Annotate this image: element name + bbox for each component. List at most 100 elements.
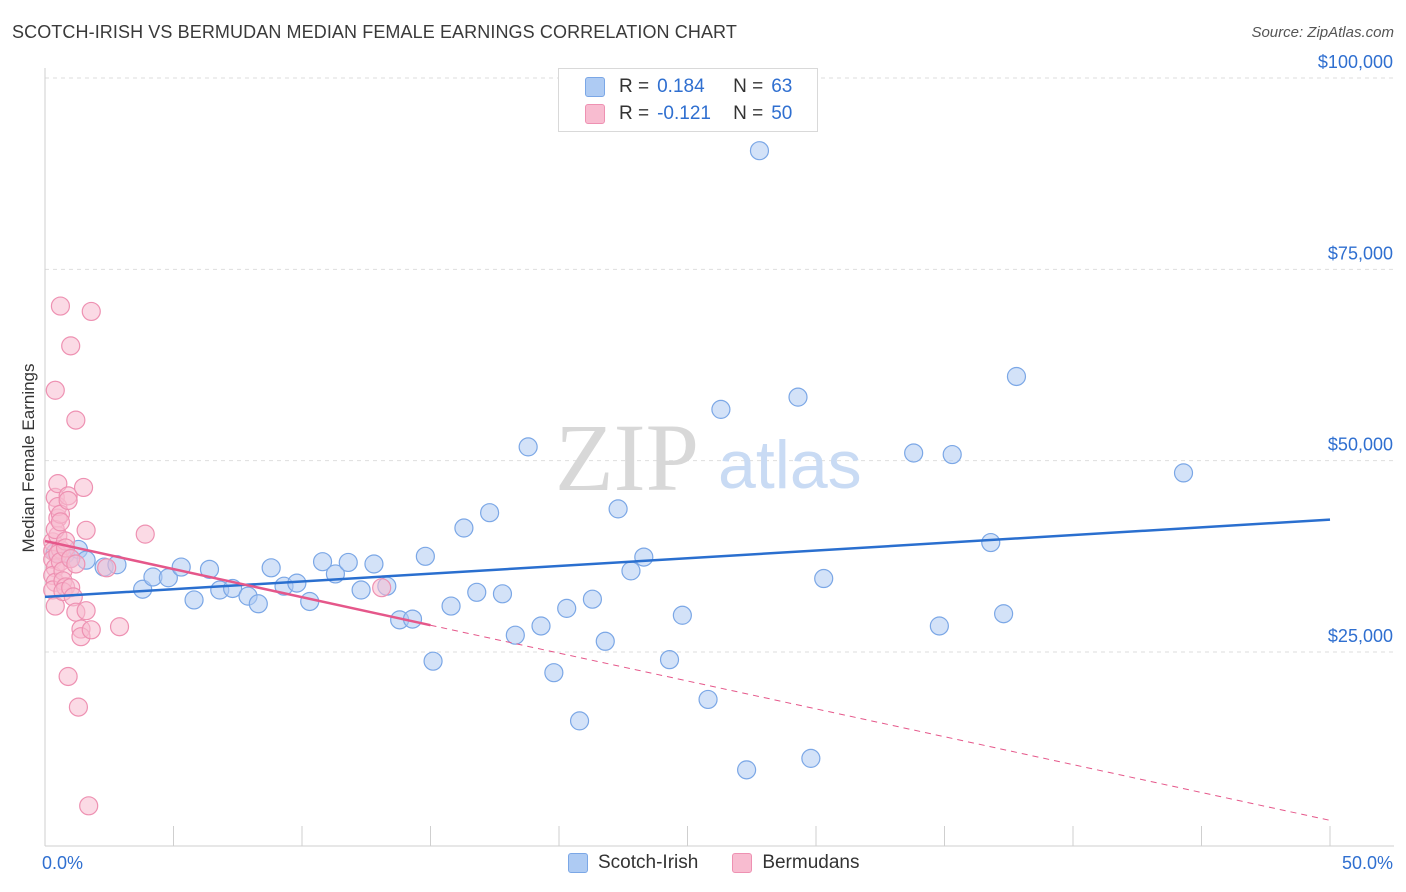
scotch-irish-point	[582, 589, 603, 609]
bermudans-trend-extension	[430, 624, 1331, 821]
scotch-irish-point	[184, 590, 204, 610]
bermudans-point	[66, 554, 86, 574]
bermudans-point	[50, 296, 71, 316]
legend-row-bermudans: R = -0.121 N = 50	[585, 102, 792, 126]
source-label: Source: ZipAtlas.com	[1251, 24, 1394, 41]
scotch-irish-point	[929, 616, 949, 636]
scotch-irish-point	[711, 399, 731, 419]
bermudans-point	[109, 617, 130, 637]
legend-item-bermudans[interactable]: Bermudans	[732, 852, 859, 874]
bermudans-point	[73, 477, 94, 498]
bermudans-point	[68, 697, 89, 717]
scotch-irish-point	[1006, 366, 1027, 387]
legend-swatch-pink	[585, 104, 605, 124]
r-label: R =	[619, 103, 650, 124]
scotch-irish-point	[569, 711, 590, 731]
scotch-irish-point	[788, 387, 808, 407]
r-value: -0.121	[657, 103, 711, 124]
scotch-irish-point	[467, 582, 487, 602]
legend-swatch-blue	[585, 77, 605, 97]
n-value: 63	[771, 76, 793, 97]
scotch-irish-point	[904, 443, 924, 463]
y-axis-label: Median Female Earnings	[19, 364, 38, 553]
scotch-irish-point	[364, 554, 384, 574]
scotch-irish-point	[942, 444, 962, 465]
bermudans-point	[81, 620, 101, 640]
scotch-irish-point	[801, 748, 821, 768]
x-tick-label: 50.0%	[1342, 853, 1393, 873]
scotch-irish-point	[544, 663, 564, 683]
scotch-irish-point	[312, 552, 333, 572]
scotch-irish-point	[595, 631, 615, 651]
scotch-irish-point	[505, 625, 525, 645]
y-tick-label: $100,000	[1318, 52, 1393, 72]
scotch-irish-point	[248, 594, 268, 614]
bermudans-point	[66, 410, 86, 430]
scotch-irish-point	[423, 651, 443, 671]
legend-label: Scotch-Irish	[598, 852, 699, 873]
y-tick-label: $75,000	[1328, 243, 1393, 263]
scotch-irish-point	[557, 598, 577, 618]
axes	[44, 68, 1394, 847]
bermudans-point	[135, 524, 155, 544]
scotch-irish-point	[518, 437, 538, 457]
series-legend: Scotch-Irish Bermudans	[568, 852, 893, 874]
scotch-irish-trend-line	[44, 518, 1331, 599]
scotch-irish-point	[659, 650, 680, 670]
watermark: ZIP atlas	[555, 404, 862, 511]
bermudans-point	[45, 380, 65, 400]
r-value: 0.184	[657, 76, 705, 97]
legend-row-scotch-irish: R = 0.184 N = 63	[585, 75, 792, 99]
scotch-irish-point	[351, 580, 371, 600]
scotch-irish-point	[698, 689, 718, 710]
scotch-irish-point	[480, 503, 500, 523]
scotch-irish-point	[737, 760, 757, 780]
scotch-irish-point	[672, 605, 692, 625]
bermudans-point	[97, 558, 117, 578]
n-label: N =	[733, 103, 764, 124]
y-tick-label: $50,000	[1328, 435, 1393, 455]
bermudans-point	[76, 520, 96, 540]
tick-labels: $25,000 $50,000 $75,000 $100,000 0.0% 50.0%	[42, 52, 1393, 873]
x-tick-label: 0.0%	[42, 853, 83, 873]
n-label: N =	[733, 76, 764, 97]
scotch-irish-point	[634, 547, 654, 567]
r-label: R =	[619, 76, 650, 97]
scotch-irish-point	[441, 596, 461, 616]
scotch-irish-point	[814, 568, 834, 589]
scotch-irish-point	[415, 546, 435, 566]
scotch-irish-point	[981, 532, 1001, 553]
trend-lines	[44, 518, 1331, 821]
bermudans-point	[58, 666, 78, 687]
scotch-irish-point	[994, 604, 1014, 624]
bermudans-point	[76, 601, 96, 621]
scotch-irish-point	[608, 499, 628, 519]
legend-item-scotch-irish[interactable]: Scotch-Irish	[568, 852, 698, 874]
bermudans-point	[372, 578, 392, 598]
watermark-zip: ZIP	[555, 404, 699, 511]
scotch-irish-point	[338, 552, 358, 573]
bermudans-point	[48, 474, 68, 494]
scotch-irish-point	[749, 141, 770, 161]
scotch-irish-point	[261, 558, 281, 578]
scotch-irish-point	[531, 616, 551, 636]
bermudans-point	[50, 512, 71, 532]
n-value: 50	[771, 103, 793, 124]
scotch-irish-point	[199, 559, 220, 579]
bermudans-point	[79, 796, 99, 816]
bermudans-point	[58, 490, 78, 511]
bermudans-trend-line	[44, 539, 431, 627]
scotch-irish-point	[621, 561, 641, 581]
bermudans-point	[81, 301, 101, 322]
legend-label: Bermudans	[762, 852, 860, 873]
scotch-irish-point	[454, 518, 474, 538]
legend-swatch-blue	[568, 853, 588, 873]
legend-swatch-pink	[732, 853, 753, 873]
scotch-irish-point	[1173, 463, 1194, 483]
y-axis-label-group: Median Female Earnings	[19, 364, 38, 553]
stats-legend: R = 0.184 N = 63 R = -0.121 N = 50	[558, 68, 818, 132]
watermark-atlas: atlas	[718, 427, 862, 503]
gridlines	[45, 77, 1394, 653]
bermudans-point	[61, 336, 81, 356]
